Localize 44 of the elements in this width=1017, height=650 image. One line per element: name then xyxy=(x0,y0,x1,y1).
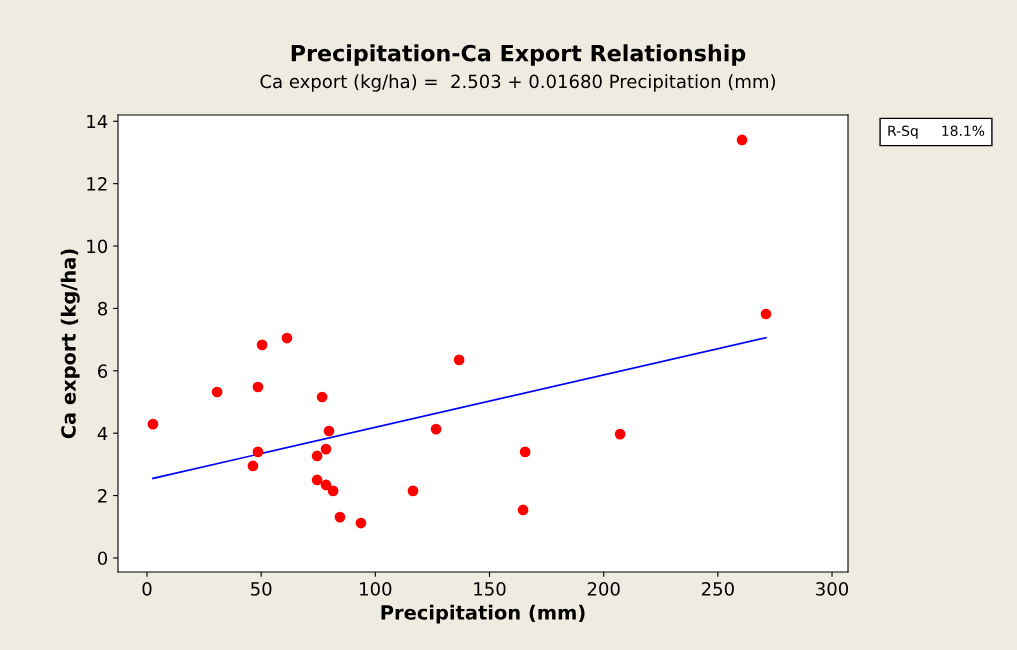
point xyxy=(517,504,529,516)
y-tick-label: 4 xyxy=(97,426,108,441)
y-tick-label: 8 xyxy=(98,301,108,316)
point xyxy=(252,446,264,458)
point xyxy=(252,381,264,393)
y-tick-label: 14 xyxy=(87,114,108,129)
point xyxy=(407,485,419,497)
point xyxy=(247,460,259,472)
point xyxy=(327,485,339,497)
y-tick-label: 10 xyxy=(87,239,108,254)
point xyxy=(316,391,328,403)
y-tick-label: 0 xyxy=(97,551,108,566)
point xyxy=(256,339,268,351)
x-tick-label: 0 xyxy=(142,582,152,596)
x-tick-label: 100 xyxy=(360,582,392,596)
point xyxy=(736,134,748,146)
point xyxy=(311,474,323,486)
x-tick-label: 300 xyxy=(816,582,849,596)
point xyxy=(323,425,335,437)
text: R-Sq 18.1% xyxy=(888,125,985,139)
point xyxy=(311,450,323,462)
x-axis-title: Precipitation (mm) xyxy=(381,604,585,624)
x-tick-label: 50 xyxy=(251,582,272,596)
point xyxy=(320,443,332,455)
point xyxy=(453,354,465,366)
y-tick-label: 2 xyxy=(98,489,107,503)
point xyxy=(281,332,293,344)
point xyxy=(147,418,159,430)
y-tick-label: 12 xyxy=(87,177,107,191)
chart-title: Precipitation-Ca Export Relationship xyxy=(291,44,746,66)
point xyxy=(320,479,332,491)
chart-subtitle: Ca export (kg/ha) = 2.503 + 0.01680 Precipitation (mm) xyxy=(260,74,776,92)
point xyxy=(334,511,346,523)
y-tick-label: 6 xyxy=(98,364,108,378)
point xyxy=(211,386,223,398)
point xyxy=(760,308,772,320)
x-tick-label: 150 xyxy=(474,582,506,596)
point xyxy=(519,446,531,458)
point xyxy=(355,517,367,529)
point xyxy=(614,428,626,440)
x-tick-label: 200 xyxy=(587,582,620,596)
x-tick-label: 250 xyxy=(701,582,734,596)
point xyxy=(430,423,442,435)
y-axis-title: Ca export (kg/ha) xyxy=(60,249,80,439)
